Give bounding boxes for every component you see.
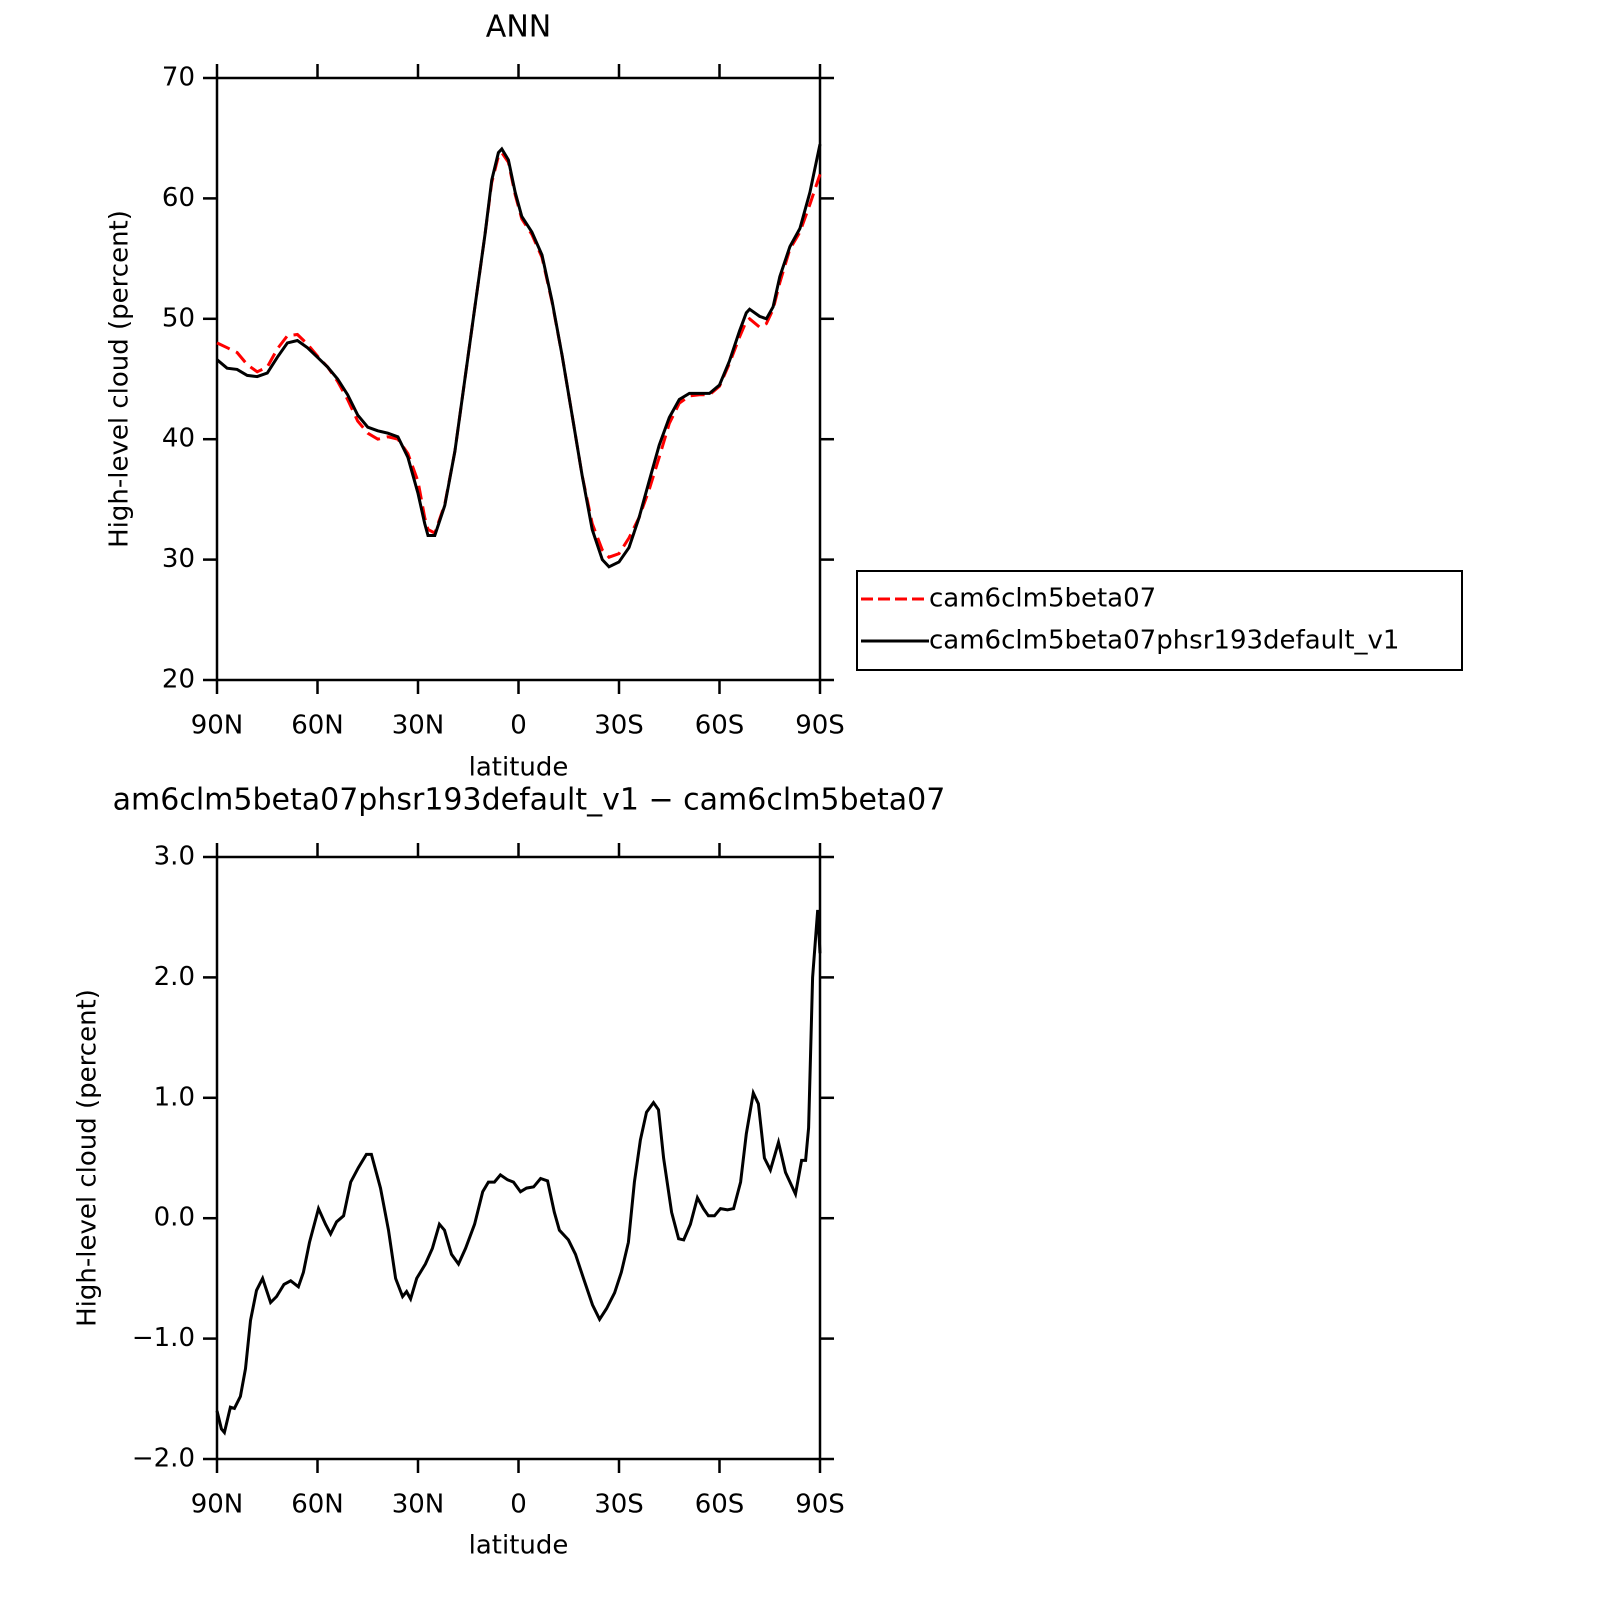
y-tick-label: 20 <box>162 665 195 695</box>
chart-title: ANN <box>486 10 551 45</box>
x-tick-label: 60N <box>291 711 344 741</box>
y-tick-label: 2.0 <box>154 962 195 992</box>
x-tick-label: 0 <box>510 711 527 741</box>
y-axis-label: High-level cloud (percent) <box>105 210 135 548</box>
legend-label: cam6clm5beta07phsr193default_v1 <box>929 626 1399 656</box>
x-tick-label: 90N <box>191 1490 244 1520</box>
x-tick-label: 60N <box>291 1490 344 1520</box>
y-tick-label: −1.0 <box>132 1323 195 1353</box>
y-tick-label: 30 <box>162 544 195 574</box>
x-axis-label: latitude <box>469 753 569 783</box>
y-tick-label: 40 <box>162 424 195 454</box>
x-tick-label: 30N <box>392 711 445 741</box>
y-tick-label: −2.0 <box>132 1444 195 1474</box>
x-tick-label: 30N <box>392 1490 445 1520</box>
x-tick-label: 30S <box>594 711 644 741</box>
x-tick-label: 90S <box>795 711 845 741</box>
plot-frame <box>215 76 822 682</box>
plot-frame <box>215 855 822 1461</box>
y-axis-label: High-level cloud (percent) <box>73 989 103 1327</box>
x-tick-label: 30S <box>594 1490 644 1520</box>
data-line <box>215 909 822 1436</box>
y-tick-label: 70 <box>162 63 195 93</box>
x-tick-label: 60S <box>695 711 745 741</box>
x-tick-label: 60S <box>695 1490 745 1520</box>
x-tick-label: 90N <box>191 711 244 741</box>
legend-label: cam6clm5beta07 <box>929 584 1156 614</box>
y-tick-label: 60 <box>162 183 195 213</box>
x-tick-label: 90S <box>795 1490 845 1520</box>
y-tick-label: 3.0 <box>154 842 195 872</box>
y-tick-label: 50 <box>162 303 195 333</box>
legend-box <box>856 570 1463 671</box>
data-line <box>216 150 822 559</box>
y-tick-label: 0.0 <box>154 1203 195 1233</box>
x-tick-label: 0 <box>510 1490 527 1520</box>
y-tick-label: 1.0 <box>154 1082 195 1112</box>
data-line <box>216 143 822 569</box>
x-axis-label: latitude <box>469 1531 569 1561</box>
chart-title: am6clm5beta07phsr193default_v1 − cam6clm… <box>113 783 946 818</box>
